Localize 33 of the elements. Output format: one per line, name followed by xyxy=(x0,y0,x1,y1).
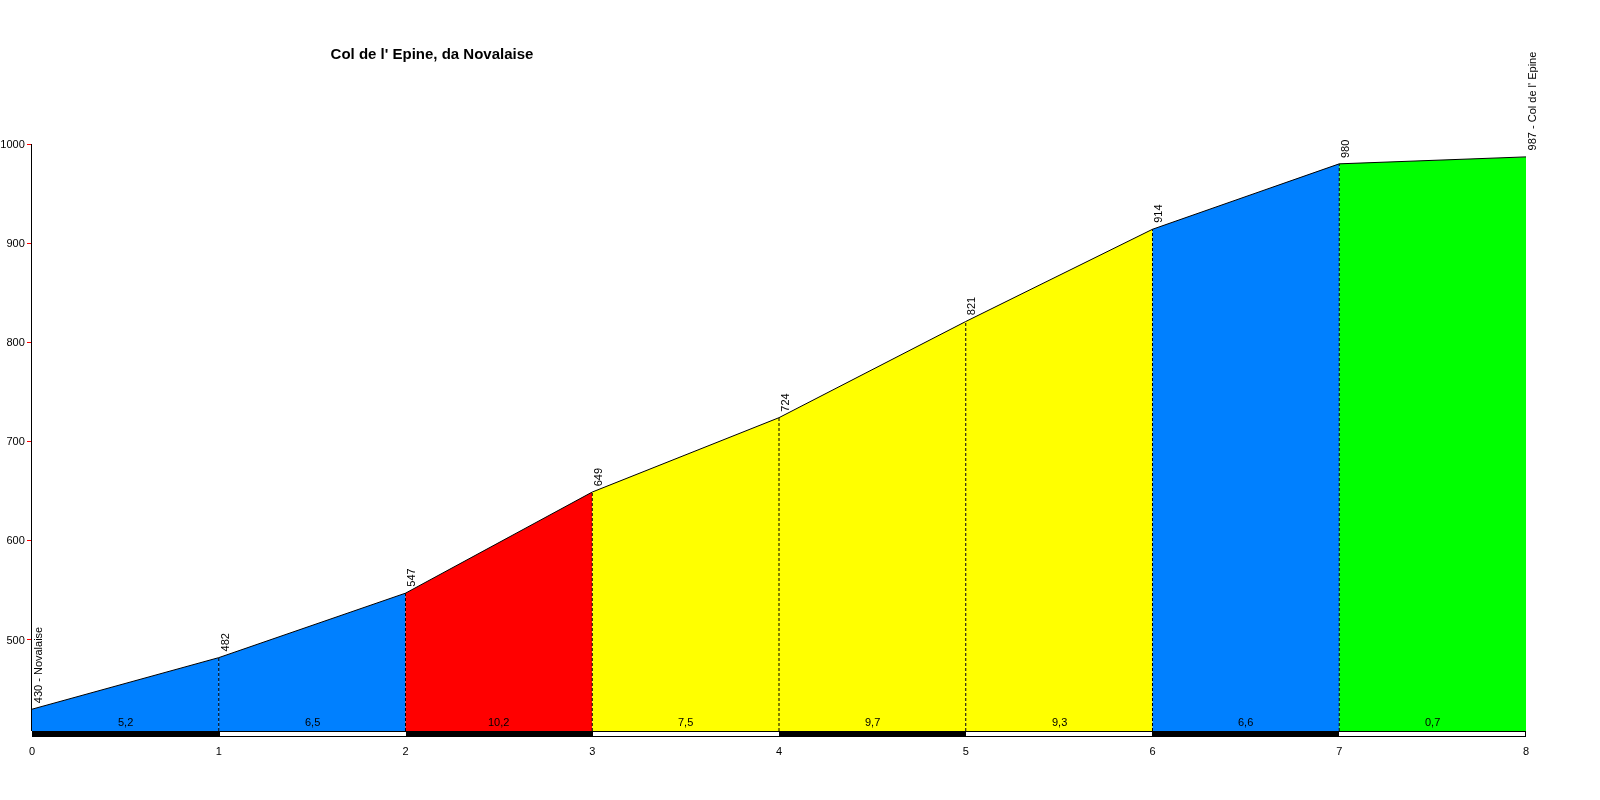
x-tick-label: 5 xyxy=(962,745,969,757)
annotation: 0,7 xyxy=(1425,716,1441,728)
annotation: 980 xyxy=(1339,139,1352,159)
annotation: 9,3 xyxy=(1052,716,1068,728)
annotation: 547 xyxy=(405,568,418,587)
annotation: 987 - Col de l' Epine xyxy=(1525,51,1538,151)
annotation: 6,6 xyxy=(1238,716,1254,728)
annotation: 9,7 xyxy=(865,716,881,728)
x-tick-label: 6 xyxy=(1149,745,1156,757)
annotation: 6,5 xyxy=(305,716,321,728)
x-tick-label: 7 xyxy=(1336,745,1343,757)
y-tick-label: 900 xyxy=(6,237,25,250)
annotation: 482 xyxy=(219,633,232,652)
annotation: 821 xyxy=(965,296,978,316)
x-tick-label: 2 xyxy=(402,745,409,757)
annotation: 10,2 xyxy=(488,716,510,728)
annotation: 5,2 xyxy=(118,716,134,728)
annotation: 914 xyxy=(1152,204,1165,223)
chart-title: Col de l' Epine, da Novalaise xyxy=(330,44,534,62)
x-tick-label: 3 xyxy=(589,745,596,757)
x-tick-label: 0 xyxy=(28,745,36,757)
x-tick-label: 4 xyxy=(775,745,783,757)
x-tick-label: 8 xyxy=(1522,745,1530,757)
x-tick-label: 1 xyxy=(215,745,222,757)
annotation: 7,5 xyxy=(678,716,694,728)
annotation: 430 - Novalaise xyxy=(31,626,44,704)
y-tick-label: 600 xyxy=(6,534,25,547)
y-tick-label: 700 xyxy=(6,435,25,448)
annotation: 649 xyxy=(592,467,605,487)
y-tick-label: 800 xyxy=(6,336,25,349)
y-tick-label: 500 xyxy=(6,633,25,646)
y-tick-label: 1000 xyxy=(0,137,25,150)
annotation: 724 xyxy=(779,393,792,412)
